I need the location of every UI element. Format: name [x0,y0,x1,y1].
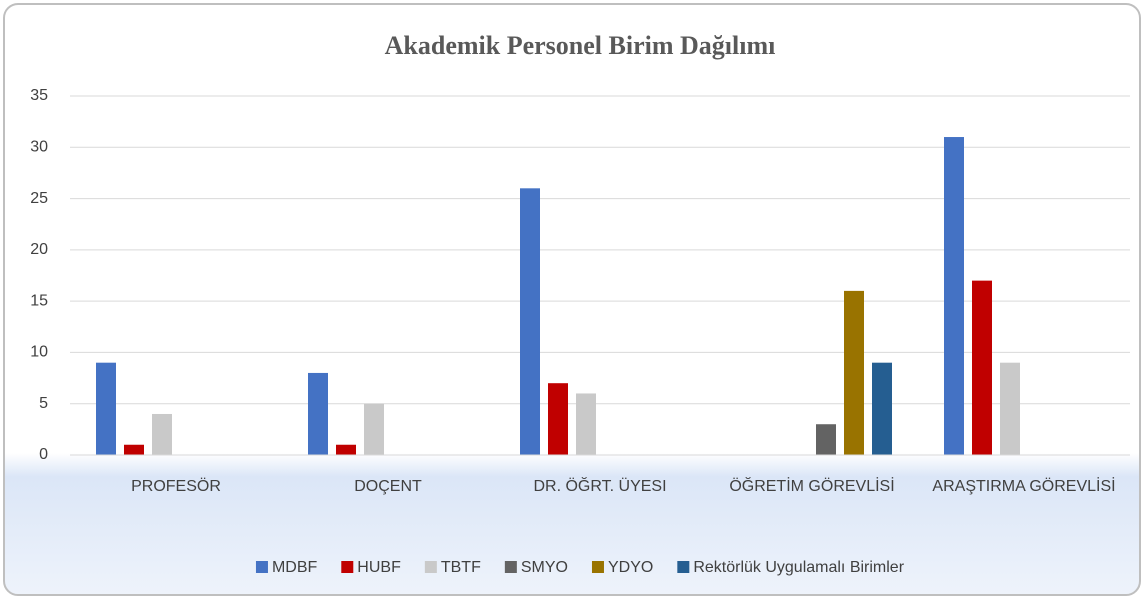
bar [364,403,384,455]
bar [816,424,836,455]
card [3,3,1141,596]
y-tick-label: 35 [30,87,48,104]
y-tick-label: 0 [39,446,48,463]
legend-swatch [504,561,517,573]
bar [1000,362,1020,455]
legend-label: Rektörlük Uygulamalı Birimler [693,559,904,576]
y-tick-label: 30 [30,139,48,156]
bar [872,362,892,455]
bar [336,444,356,455]
legend-swatch [591,561,604,573]
bar [944,137,964,455]
y-tick-label: 5 [39,395,48,412]
y-tick-label: 20 [30,241,48,258]
bar [520,188,540,456]
legend-swatch [341,561,354,573]
y-tick-label: 25 [30,190,48,207]
x-tick-label: DOÇENT [354,478,422,495]
bar [576,393,596,455]
chart-title: Akademik Personel Birim Dağılımı [385,31,776,60]
legend-swatch [255,561,268,573]
y-tick-label: 10 [30,344,48,361]
bar [548,383,568,455]
legend-label: YDYO [608,559,653,576]
legend-swatch [677,561,690,573]
bar [844,290,864,455]
legend-label: HUBF [357,559,401,576]
x-tick-label: PROFESÖR [131,478,221,495]
bar [972,280,992,455]
y-tick-label: 15 [30,292,48,309]
bar [152,413,172,455]
bar [96,362,116,455]
legend-label: SMYO [521,559,568,576]
legend-swatch [424,561,437,573]
x-tick-label: ÖĞRETİM GÖREVLİSİ [729,478,895,495]
legend-label: MDBF [272,559,318,576]
bar [308,372,328,455]
x-tick-label: ARAŞTIRMA GÖREVLİSİ [932,478,1116,495]
x-tick-label: DR. ÖĞRT. ÜYESI [533,478,667,495]
bar [124,444,144,455]
legend-label: TBTF [441,559,481,576]
